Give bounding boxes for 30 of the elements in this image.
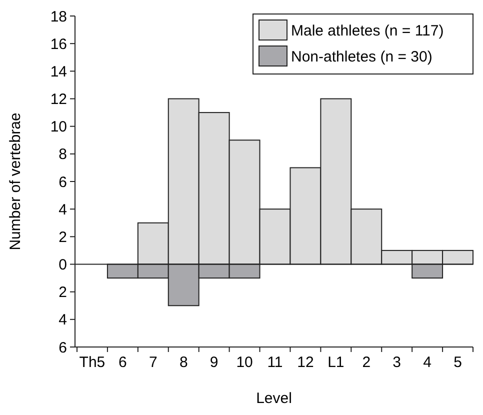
y-tick-label: 14	[50, 63, 67, 80]
y-tick-label: 4	[58, 201, 67, 218]
x-tick-label: 9	[210, 354, 218, 371]
x-tick-label: Th5	[79, 354, 106, 371]
y-tick-label: 2	[58, 228, 67, 246]
y-tick-label: 18	[50, 8, 67, 26]
x-tick-label: 8	[179, 354, 188, 371]
y-tick-label: 6	[58, 174, 67, 191]
y-tick-label: 16	[50, 36, 67, 53]
x-tick-label: 12	[297, 354, 314, 371]
y-tick-label: 2	[58, 284, 67, 302]
y-tick-label: 4	[58, 312, 67, 329]
x-tick-label: 7	[148, 354, 158, 371]
legend-label: Male athletes (n = 117)	[291, 22, 444, 40]
y-axis-title: Number of vertebrae	[7, 112, 24, 250]
x-tick-label: 10	[236, 354, 253, 371]
legend-label: Non-athletes (n = 30)	[291, 48, 432, 66]
y-tick-label: 10	[50, 118, 67, 136]
y-tick-label: 0	[58, 256, 67, 274]
x-axis-title: Level	[256, 390, 292, 407]
y-tick-label: 12	[50, 91, 67, 108]
x-tick-label: 5	[454, 354, 462, 371]
x-tick-label: 4	[423, 354, 432, 371]
x-tick-label: 3	[392, 354, 402, 371]
x-tick-label: 2	[362, 354, 371, 371]
x-tick-label: 6	[118, 354, 127, 371]
x-tick-label: L1	[328, 354, 344, 371]
x-tick-label: 11	[267, 354, 283, 371]
y-tick-label: 6	[58, 339, 67, 356]
y-tick-label: 8	[58, 146, 67, 164]
